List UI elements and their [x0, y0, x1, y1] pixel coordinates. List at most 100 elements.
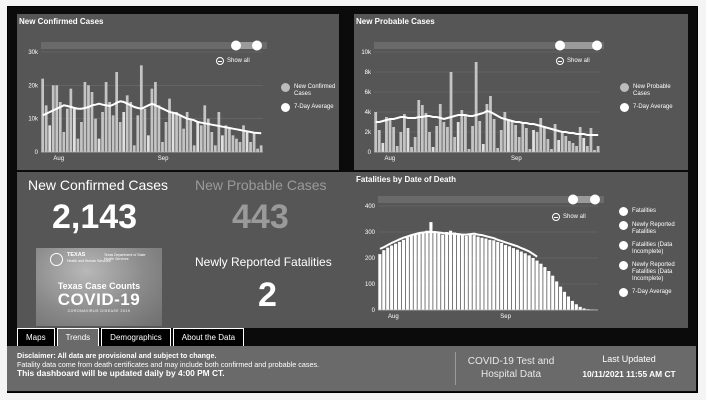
bar	[551, 275, 555, 310]
legend-item: Newly Reported Fatalities	[619, 221, 687, 236]
bar	[596, 146, 600, 152]
bar	[192, 145, 196, 152]
bar	[535, 260, 539, 310]
bar	[385, 117, 388, 152]
legend-label: Newly Reported Fatalities (Data Incomple…	[632, 262, 675, 282]
bar	[456, 234, 460, 310]
bar	[507, 120, 510, 152]
tab-demographics[interactable]: Demographics	[101, 328, 171, 346]
bar	[492, 119, 496, 152]
panel-title: Fatalities by Date of Death	[356, 175, 457, 184]
bar	[154, 82, 157, 152]
y-tick-label: 10k	[361, 50, 372, 56]
zoom-out-icon	[552, 213, 560, 221]
bar	[425, 230, 429, 310]
bar	[449, 230, 453, 310]
fatalities-chart[interactable]: 0 100 200 300 400 Aug Sep	[354, 172, 688, 328]
y-tick-label: 300	[365, 230, 376, 236]
bar	[564, 136, 568, 152]
bar	[571, 143, 575, 152]
tab-maps[interactable]: Maps	[17, 328, 55, 346]
y-tick-label: 4k	[365, 110, 372, 116]
range-slider-handle	[568, 194, 578, 205]
tab-trends[interactable]: Trends	[56, 328, 100, 346]
bar	[445, 232, 449, 310]
bar	[171, 112, 175, 152]
bar	[44, 105, 48, 152]
bar	[55, 85, 59, 152]
bar	[51, 85, 55, 152]
probable-cases-chart[interactable]: 0 2k 4k 6k 8k 10k Aug Sep	[354, 14, 688, 170]
bar	[463, 116, 467, 152]
bar	[399, 132, 403, 152]
bar	[409, 235, 413, 310]
legend-item: 7-Day Average	[620, 103, 686, 112]
bar	[132, 145, 136, 152]
fatalities-value: 2	[258, 276, 277, 314]
show-all-button[interactable]: Show all	[556, 57, 590, 65]
bar	[578, 127, 582, 152]
y-tick-label: 0	[372, 308, 376, 314]
x-tick-label: Sep	[158, 156, 169, 162]
bar	[535, 132, 539, 152]
logo-subline: CORONAVIRUS DISEASE 2019	[67, 309, 131, 313]
bar	[58, 102, 62, 152]
bar	[259, 145, 263, 152]
bar	[557, 140, 561, 152]
bar	[550, 149, 553, 152]
bar	[401, 239, 405, 310]
bar	[417, 100, 421, 152]
bar	[122, 112, 126, 152]
bar-newly-reported	[429, 222, 433, 230]
bar	[531, 258, 535, 310]
bar	[150, 88, 154, 152]
bar	[80, 122, 83, 152]
bar	[435, 126, 439, 152]
logo-headline: Texas Case Counts	[57, 281, 141, 291]
legend-swatch	[619, 261, 628, 270]
bar	[507, 246, 512, 310]
bar	[185, 112, 189, 152]
legend-swatch	[281, 83, 290, 92]
bar	[392, 127, 396, 152]
bar	[386, 247, 390, 310]
bar	[421, 232, 425, 310]
bar	[402, 114, 406, 152]
y-tick-label: 8k	[365, 70, 372, 76]
show-all-button[interactable]: Show all	[216, 57, 250, 65]
bar	[474, 62, 478, 152]
bar	[377, 130, 381, 152]
legend-item: 7-Day Average	[619, 288, 687, 297]
bar	[500, 242, 504, 310]
tab-about-the-data[interactable]: About the Data	[172, 328, 245, 346]
last-updated-label: Last Updated	[602, 354, 656, 364]
logo-covid: COVID-19	[57, 290, 141, 309]
bar	[428, 132, 431, 152]
bar	[210, 132, 214, 152]
logo-state-sub: Health and Human Services	[67, 259, 111, 263]
show-all-button[interactable]: Show all	[552, 213, 586, 221]
hospital-data-link[interactable]: COVID-19 Test and Hospital Data	[467, 356, 555, 380]
bar	[542, 127, 546, 152]
bar	[566, 296, 570, 310]
bar	[94, 118, 97, 152]
bar	[555, 281, 559, 310]
y-tick-label: 30k	[28, 50, 39, 56]
bar	[452, 232, 457, 310]
x-tick-label: Sep	[500, 314, 511, 320]
confirmed-cases-chart[interactable]: 0 10k 20k 30k Aug Sep	[17, 14, 339, 170]
bar	[175, 112, 178, 152]
range-slider-handle	[231, 40, 241, 51]
bar	[69, 88, 73, 152]
disclaimer-line-2: Fatality data come from death certificat…	[17, 359, 320, 369]
fatalities-label: Newly Reported Fatalities	[195, 255, 332, 269]
legend-swatch	[619, 241, 628, 250]
bar	[118, 122, 122, 152]
bar	[97, 138, 101, 152]
bar	[238, 142, 242, 152]
bar	[83, 82, 87, 152]
bar	[553, 124, 557, 152]
legend-swatch	[620, 103, 629, 112]
bar	[568, 141, 571, 152]
chart-legend: New Confirmed Cases 7-Day Average	[281, 83, 339, 118]
